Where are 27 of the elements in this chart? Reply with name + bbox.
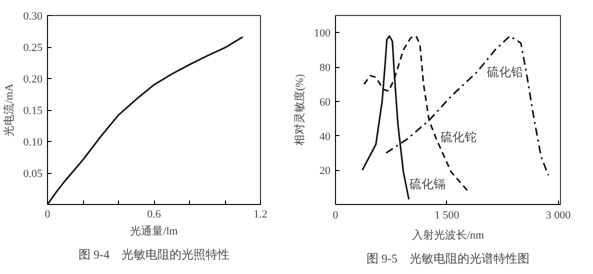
y-tick-label: 20 [320,165,331,178]
series-label: 硫化镉 [409,176,446,191]
y-tick-label: 0.15 [23,105,43,117]
caption: 图 9-5 光敏电阻的光谱特性图 [366,252,530,266]
x-axis-title: 光通量/lm [130,224,178,238]
y-tick-label: 40 [320,130,331,143]
y-tick-label: 0.25 [23,42,43,54]
x-tick-label: 0.6 [147,208,162,220]
x-axis-title: 入射光波长/nm [412,228,484,242]
y-tick-label: 60 [320,96,331,108]
line-series [48,36,244,204]
y-tick-label: 100 [314,28,331,40]
y-tick-label: 0.10 [23,136,43,148]
y-axis-title: 光电流/mA [2,84,16,136]
x-tick-label: 1.2 [254,208,268,220]
y-tick-label: 0.20 [23,74,43,86]
y-tick-label: 0.30 [23,10,43,22]
x-tick-label: 0 [44,208,51,220]
caption: 图 9-4 光敏电阻的光照特性 [78,248,230,262]
y-axis-title: 相对灵敏度(%) [293,74,306,146]
series-label: 硫化铅 [486,65,523,80]
x-tick-label: 1 500 [434,210,460,222]
x-tick-label: 0 [332,210,339,222]
y-tick-label: 0.05 [23,168,43,180]
series-label: 硫化铊 [440,130,476,144]
x-tick-label: 3 000 [546,210,572,222]
y-tick-label: 80 [320,62,331,74]
